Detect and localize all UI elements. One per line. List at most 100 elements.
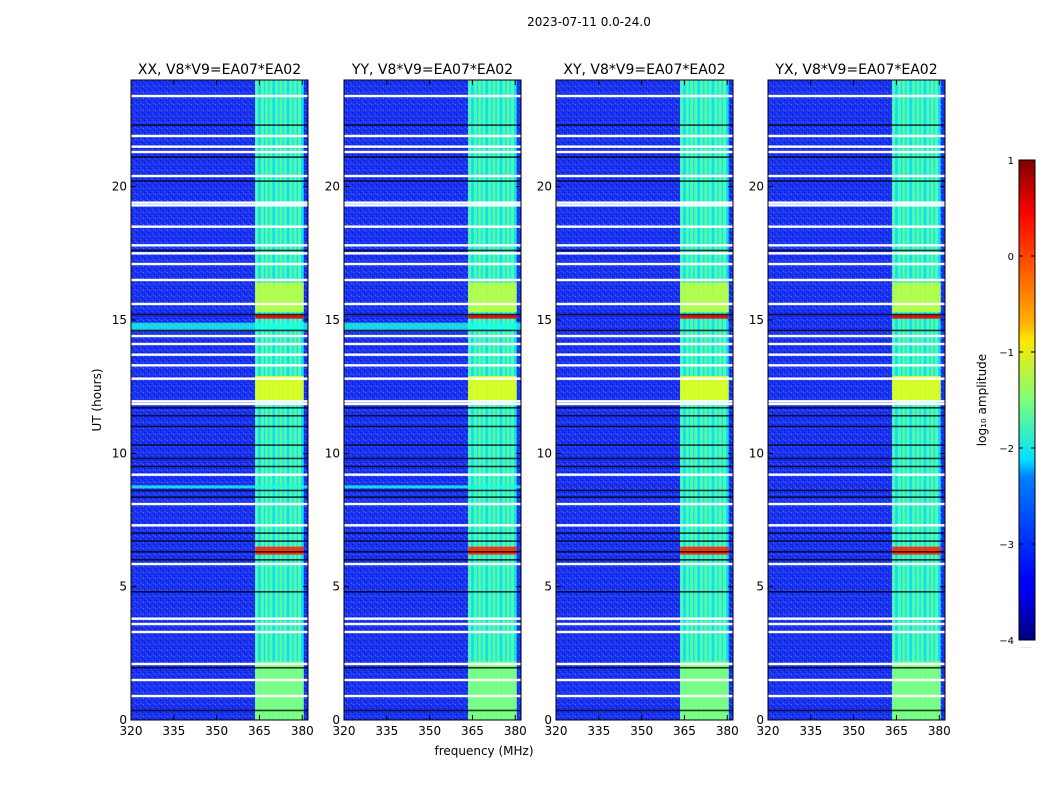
flag-black-line [768, 425, 945, 428]
flag-white-line [131, 204, 308, 207]
flag-white-line [556, 244, 733, 247]
flag-black-line [344, 591, 521, 593]
y-tick-label: 0 [756, 713, 764, 727]
flag-white-line [768, 150, 945, 154]
high-amplitude-block [468, 376, 517, 400]
flag-black-line [768, 496, 945, 498]
flag-black-line [556, 329, 733, 332]
x-tick-label: 320 [120, 724, 143, 738]
y-tick-label: 20 [112, 180, 127, 194]
flag-white-line [768, 662, 945, 666]
high-amplitude-block [468, 546, 517, 555]
flag-white-line [768, 252, 945, 255]
high-amplitude-block [255, 314, 304, 319]
heatmap-body [556, 80, 733, 720]
flag-white-line [131, 473, 308, 476]
flag-black-line [344, 540, 521, 542]
high-amplitude-block [892, 314, 941, 319]
x-tick-label: 350 [205, 724, 228, 738]
flag-white-line [768, 377, 945, 380]
flag-white-line [131, 252, 308, 255]
flag-white-line [768, 225, 945, 228]
y-tick-label: 5 [119, 580, 127, 594]
flag-white-line [131, 302, 308, 306]
flag-white-line [768, 562, 945, 566]
flag-white-line [344, 502, 521, 506]
x-tick-label: 335 [587, 724, 610, 738]
flag-white-line [344, 342, 521, 346]
flag-white-line [768, 145, 945, 148]
flag-white-line [768, 334, 945, 338]
x-tick-label: 365 [885, 724, 908, 738]
x-tick-label: 365 [673, 724, 696, 738]
flag-black-line [344, 313, 521, 316]
heatmap-panels: XX, V8*V9=EA07*EA02 320 335 350 365 380 0 5 10 15… [112, 62, 951, 738]
flag-black-line [556, 425, 733, 428]
flag-white-line [344, 174, 521, 178]
flag-black-line [131, 489, 308, 492]
flag-black-line [131, 444, 308, 446]
flag-white-line [344, 678, 521, 682]
colorbar-gradient [1018, 159, 1036, 641]
flag-black-line [556, 180, 733, 182]
flag-black-line [768, 709, 945, 712]
flag-white-line [344, 353, 521, 356]
flag-white-line [344, 473, 521, 476]
flag-black-line [131, 407, 308, 409]
flag-black-line [344, 465, 521, 468]
high-amplitude-block [680, 314, 729, 319]
flag-white-line [768, 94, 945, 98]
flag-white-line [768, 278, 945, 282]
flag-black-line [344, 124, 521, 126]
flag-white-line [131, 377, 308, 380]
x-tick-label: 335 [375, 724, 398, 738]
flag-black-line [556, 489, 733, 492]
flag-black-line [768, 329, 945, 332]
flag-white-line [556, 694, 733, 698]
high-amplitude-block [255, 546, 304, 555]
flag-white-line [131, 562, 308, 566]
flag-white-line [556, 353, 733, 356]
flag-black-line [131, 425, 308, 428]
panel-frame [555, 79, 734, 721]
flag-white-line [556, 377, 733, 380]
flag-white-line [131, 622, 308, 626]
flag-white-line [768, 617, 945, 620]
flag-black-line [344, 532, 521, 534]
flag-white-line [556, 364, 733, 367]
y-tick-label: 0 [332, 713, 340, 727]
flag-white-line [131, 402, 308, 406]
flag-white-line [768, 262, 945, 266]
flag-white-line [556, 225, 733, 228]
flag-white-line [344, 150, 521, 154]
flag-black-line [556, 249, 733, 252]
flag-black-line [768, 559, 945, 561]
flag-black-line [768, 532, 945, 534]
flag-white-line [556, 342, 733, 346]
flag-black-line [131, 667, 308, 669]
x-axis-label: frequency (MHz) [434, 744, 533, 758]
colorbar-tick-label: 1 [1008, 156, 1014, 167]
flag-black-line [556, 444, 733, 446]
panel-xx: XX, V8*V9=EA07*EA02 320 335 350 365 380 0 5 10 15… [112, 62, 314, 738]
x-tick-label: 365 [461, 724, 484, 738]
colorbar-tick-label: −4 [999, 636, 1014, 647]
flag-black-line [344, 425, 521, 428]
flag-black-line [768, 457, 945, 460]
flag-black-line [556, 457, 733, 460]
flag-black-line [556, 156, 733, 158]
flag-black-line [556, 667, 733, 669]
y-tick-label: 10 [537, 446, 552, 460]
flag-black-line [768, 407, 945, 409]
flag-black-line [131, 709, 308, 712]
flag-black-line [768, 489, 945, 492]
flag-black-line [556, 591, 733, 593]
flag-white-line [344, 134, 521, 138]
colorbar-label: log₁₀ amplitude [975, 354, 989, 446]
high-amplitude-block [255, 282, 304, 312]
flag-white-line [131, 150, 308, 154]
flag-black-line [131, 180, 308, 182]
flag-white-line [556, 278, 733, 282]
flag-white-line [768, 622, 945, 626]
